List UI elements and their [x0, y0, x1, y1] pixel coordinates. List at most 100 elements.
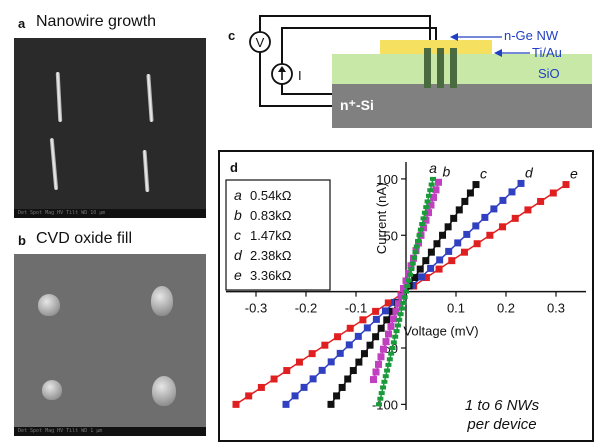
oxide-bump [38, 294, 60, 316]
data-point [372, 307, 380, 315]
data-point [370, 376, 377, 384]
data-point [355, 358, 363, 366]
x-tick-label: -0.3 [245, 301, 267, 316]
nanowire [146, 73, 154, 123]
data-point [425, 193, 432, 198]
panel-b-title: CVD oxide fill [36, 230, 133, 247]
data-point [385, 330, 392, 338]
y-tick-label: -100 [372, 397, 398, 412]
data-point [400, 285, 407, 293]
y-tick-label: 100 [376, 172, 398, 187]
legend-value: 0.54kΩ [250, 188, 292, 203]
data-point [517, 179, 525, 187]
series-label: d [525, 164, 534, 180]
data-point [427, 264, 435, 272]
data-point [283, 367, 291, 375]
data-point [388, 351, 395, 356]
legend-key: e [234, 267, 242, 283]
ti-au-contact [380, 40, 492, 54]
oxide-layer [332, 54, 592, 84]
data-point [416, 265, 424, 273]
series-label: e [570, 166, 578, 182]
contact-label: Ti/Au [532, 45, 562, 60]
data-point [445, 247, 453, 255]
data-point [245, 392, 253, 400]
nw-arrowhead [450, 33, 458, 41]
data-point [377, 324, 385, 332]
x-axis-label: Voltage (mV) [403, 324, 478, 339]
oxide-bump [152, 376, 176, 406]
data-point [460, 248, 468, 256]
data-point [354, 332, 362, 340]
nanowire [424, 48, 431, 88]
data-point [404, 284, 411, 288]
data-point [375, 360, 382, 368]
annotation-line-2: per device [466, 416, 536, 433]
data-point [385, 362, 392, 367]
voltmeter-label: V [256, 35, 265, 50]
data-point [380, 345, 387, 353]
panel-d-label: d [230, 160, 238, 175]
data-point [372, 333, 380, 341]
substrate-label: n⁺-Si [340, 97, 374, 113]
data-point [461, 197, 469, 205]
nanowire [55, 71, 63, 123]
series-a: a [376, 160, 437, 407]
data-point [257, 383, 265, 391]
data-point [382, 374, 389, 379]
panel-a-label: a [18, 16, 26, 31]
data-point [422, 274, 430, 282]
current-source-label: I [298, 68, 302, 83]
data-point [333, 392, 341, 400]
nanowire [49, 137, 59, 191]
data-point [463, 230, 471, 238]
data-point [450, 214, 458, 222]
data-point [408, 267, 415, 272]
data-point [392, 334, 399, 339]
x-tick-label: 0.3 [547, 301, 565, 316]
x-tick-label: -0.2 [295, 301, 317, 316]
legend-value: 2.38kΩ [250, 248, 292, 263]
substrate-layer [332, 84, 592, 128]
wire [281, 84, 332, 95]
data-point [549, 189, 557, 197]
data-point [420, 216, 427, 221]
data-point [419, 222, 426, 226]
data-point [372, 368, 380, 376]
iv-chart: d -0.3 -0.2 -0.1 0.1 0.2 0.350100-50-100Volta… [218, 150, 594, 442]
data-point [472, 181, 480, 189]
data-point [424, 199, 431, 204]
data-point [435, 178, 442, 186]
sem-image-oxide-fill: Det Spot Mag HV Tilt WD 1 μm [14, 254, 206, 436]
data-point [334, 333, 342, 341]
data-point [499, 196, 507, 204]
data-point [386, 357, 393, 362]
data-point [508, 188, 516, 196]
annotation-line-1: 1 to 6 NWs [465, 397, 540, 414]
data-point [359, 316, 367, 324]
data-point [400, 300, 407, 305]
data-point [417, 227, 424, 232]
device-schematic: c n⁺-Si SiO n-Ge NW Ti/Au V I [228, 15, 592, 128]
data-point [428, 182, 435, 187]
data-point [427, 188, 434, 193]
data-point [455, 206, 463, 214]
panel-a-title: Nanowire growth [36, 13, 157, 30]
panel-b-label: b [18, 233, 26, 248]
data-point [366, 341, 374, 349]
data-point [346, 324, 354, 332]
nw-label: n-Ge NW [504, 28, 559, 43]
data-point [472, 222, 480, 230]
data-point [436, 256, 444, 264]
data-point [380, 385, 387, 390]
data-point [409, 261, 416, 266]
y-tick-label: 50 [384, 228, 398, 243]
wire [259, 50, 332, 107]
data-point [291, 392, 299, 400]
data-point [390, 340, 397, 345]
data-point [454, 239, 462, 247]
series-label: a [429, 160, 437, 176]
data-point [394, 323, 401, 328]
data-point [397, 292, 405, 300]
data-point [439, 231, 447, 239]
